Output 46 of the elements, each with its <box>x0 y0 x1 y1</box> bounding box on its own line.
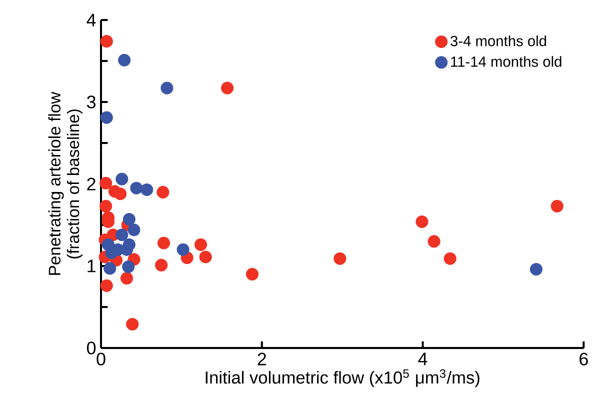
point <box>416 215 428 228</box>
point <box>194 238 208 251</box>
point <box>156 186 170 198</box>
x-axis-title: Initial volumetric flow (x10$^{5}$ μm$^{3}$/ms) <box>206 369 480 388</box>
y-tick-label: 3 <box>86 96 96 108</box>
point <box>100 35 113 48</box>
x-tick-label: 2 <box>258 352 266 366</box>
point <box>199 250 212 264</box>
point <box>221 82 234 94</box>
y-tick-label: 4 <box>86 14 96 26</box>
point <box>116 172 128 186</box>
point <box>530 263 542 276</box>
y-axis-title: Penetrating arteriole flow (fraction of baseline) <box>48 92 82 275</box>
legend-label: 3-4 months old <box>450 35 546 46</box>
x-tick-label: 6 <box>580 352 588 366</box>
point <box>122 260 135 274</box>
x-tick-label: 4 <box>418 352 428 366</box>
point <box>120 243 134 256</box>
point <box>114 188 127 200</box>
point <box>160 82 174 94</box>
legend-label: 11-14 months old <box>451 56 562 67</box>
point <box>155 258 168 272</box>
point <box>100 111 113 124</box>
point <box>128 224 140 236</box>
y-tick-label: 0 <box>86 342 96 354</box>
point <box>100 200 112 212</box>
point <box>116 228 128 242</box>
point <box>246 268 259 280</box>
point <box>104 262 116 275</box>
point <box>130 182 143 194</box>
point <box>100 176 112 190</box>
point <box>157 236 170 250</box>
point <box>100 279 113 292</box>
point <box>122 212 136 226</box>
point <box>334 252 346 265</box>
point <box>126 318 139 330</box>
point <box>444 252 456 265</box>
point <box>118 54 131 66</box>
point <box>140 183 154 196</box>
point <box>550 200 564 212</box>
y-tick-label: 1 <box>88 260 96 272</box>
point <box>176 243 190 256</box>
y-tick-label: 2 <box>87 178 96 190</box>
x-tick-label: 0 <box>96 352 106 366</box>
point <box>428 235 440 248</box>
point <box>120 272 134 285</box>
